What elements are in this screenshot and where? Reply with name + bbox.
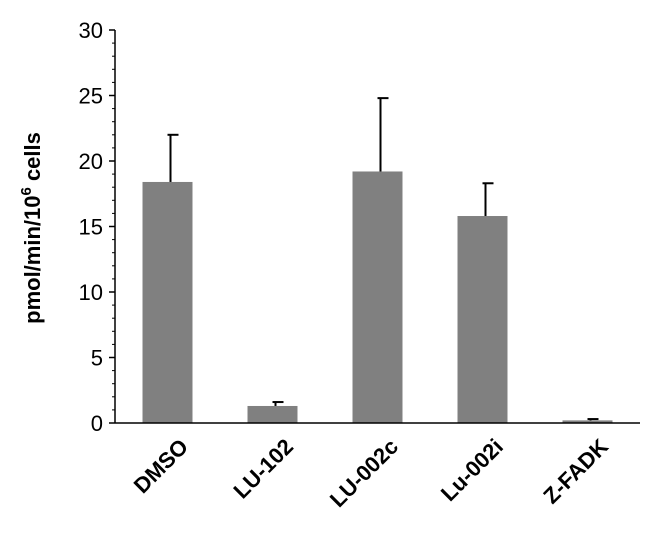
error-bars-layer	[167, 97, 599, 421]
bar-dmso	[142, 181, 193, 423]
y-tick-label: 0	[91, 411, 103, 436]
bar-lu-002c	[352, 171, 403, 423]
bar-lu-102	[247, 405, 298, 423]
y-tick-label: 10	[79, 280, 103, 305]
category-label: Z-FADK	[538, 434, 613, 509]
bars-layer	[142, 171, 613, 423]
y-tick-label: 15	[79, 215, 103, 240]
y-ticks-layer: 0 5 10 15 20 25 30	[79, 18, 115, 436]
bar-lu-002i	[457, 216, 508, 423]
category-label: LU-002c	[325, 434, 403, 512]
y-tick-label: 25	[79, 84, 103, 109]
y-tick-label: 20	[79, 149, 103, 174]
category-labels-layer: DMSO LU-102 LU-002c Lu-002i Z-FADK	[129, 434, 613, 512]
category-label: DMSO	[129, 434, 193, 498]
category-label: Lu-002i	[436, 434, 508, 506]
category-label: LU-102	[228, 434, 298, 504]
y-axis-title: pmol/min/106 cells	[18, 132, 45, 324]
y-tick-label: 30	[79, 18, 103, 43]
y-tick-label: 5	[91, 346, 103, 371]
bar-z-fadk	[562, 420, 613, 423]
